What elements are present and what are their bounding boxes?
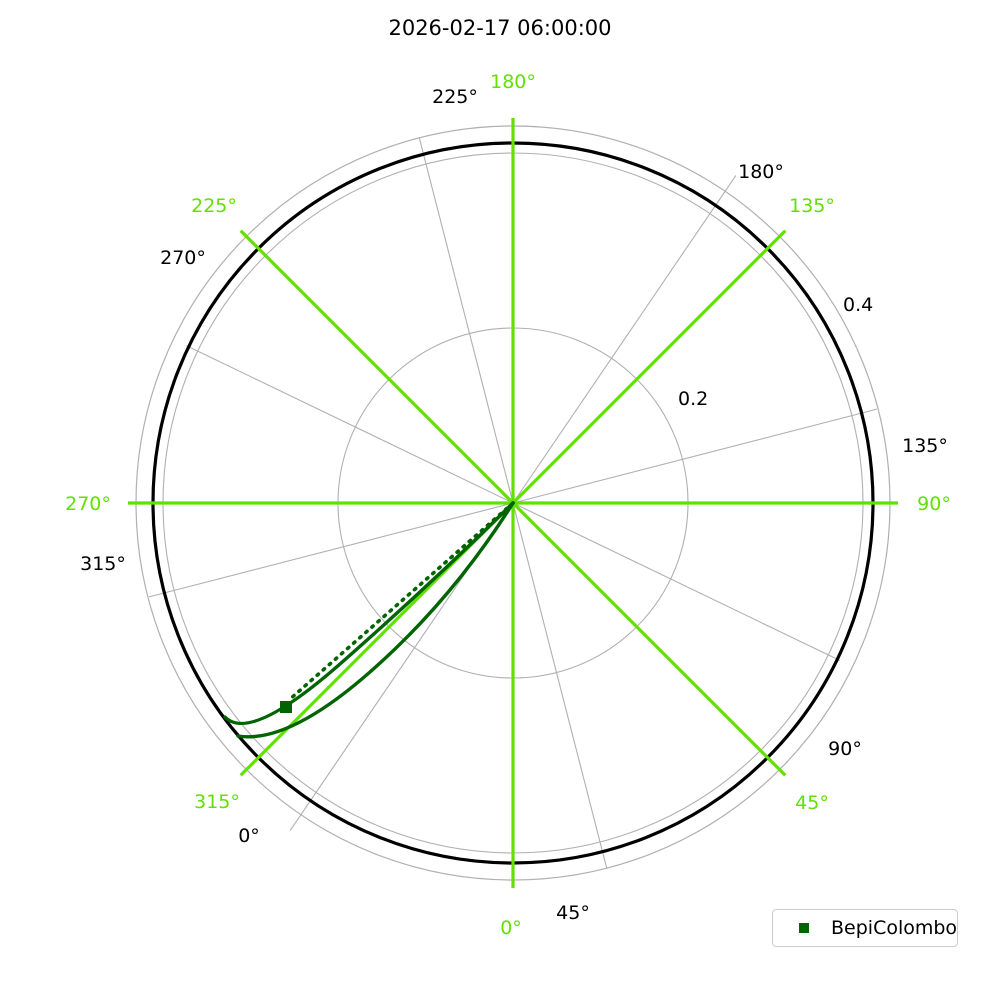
radial-tick-label-0.4: 0.4	[843, 294, 873, 316]
angular-gridline-135	[512, 175, 737, 504]
bepicolombo-marker[interactable]	[280, 701, 292, 713]
angular-tick-green-45: 45°	[795, 792, 829, 814]
angular-tick-green-135: 135°	[789, 195, 835, 217]
angular-gridlines-black	[148, 136, 878, 870]
trajectory-lower-path	[236, 501, 515, 739]
trajectory-group	[223, 501, 515, 739]
angular-tick-green-0: 0°	[500, 917, 522, 939]
radial-tick-label-0.2: 0.2	[678, 388, 708, 410]
angular-gridline-270	[148, 502, 514, 598]
angular-tick-black-135: 135°	[902, 435, 948, 457]
angular-tick-black-45: 45°	[556, 902, 590, 924]
legend-square-marker-icon	[799, 923, 809, 933]
angular-gridline-180	[418, 136, 514, 504]
angular-tick-green-225: 225°	[191, 195, 237, 217]
page-title: 2026-02-17 06:00:00	[388, 16, 612, 40]
angular-tick-green-90: 90°	[917, 493, 951, 515]
legend: BepiColombo	[772, 909, 958, 947]
angular-tick-black-225: 225°	[432, 86, 478, 108]
angular-gridline-90	[512, 408, 878, 504]
green-spoke-225	[239, 229, 515, 505]
angular-tick-black-315: 315°	[80, 553, 126, 575]
green-spoke-135	[511, 229, 787, 505]
green-spoke-45	[511, 501, 787, 777]
angular-tick-black-0: 0°	[238, 825, 260, 847]
angular-tick-black-90: 90°	[828, 738, 862, 760]
angular-tick-green-270: 270°	[65, 493, 111, 515]
angular-tick-black-180: 180°	[738, 161, 784, 183]
legend-entry-label: BepiColombo	[831, 917, 958, 939]
angular-gridline-0	[512, 502, 608, 870]
angular-tick-green-180: 180°	[490, 71, 536, 93]
trajectory-dotted-path	[287, 501, 515, 702]
angular-tick-black-270: 270°	[160, 247, 206, 269]
angular-tick-green-315: 315°	[194, 791, 240, 813]
trajectory-upper-path	[223, 501, 515, 726]
angular-gridline-225	[186, 345, 514, 504]
angular-gridline-45	[512, 502, 840, 661]
